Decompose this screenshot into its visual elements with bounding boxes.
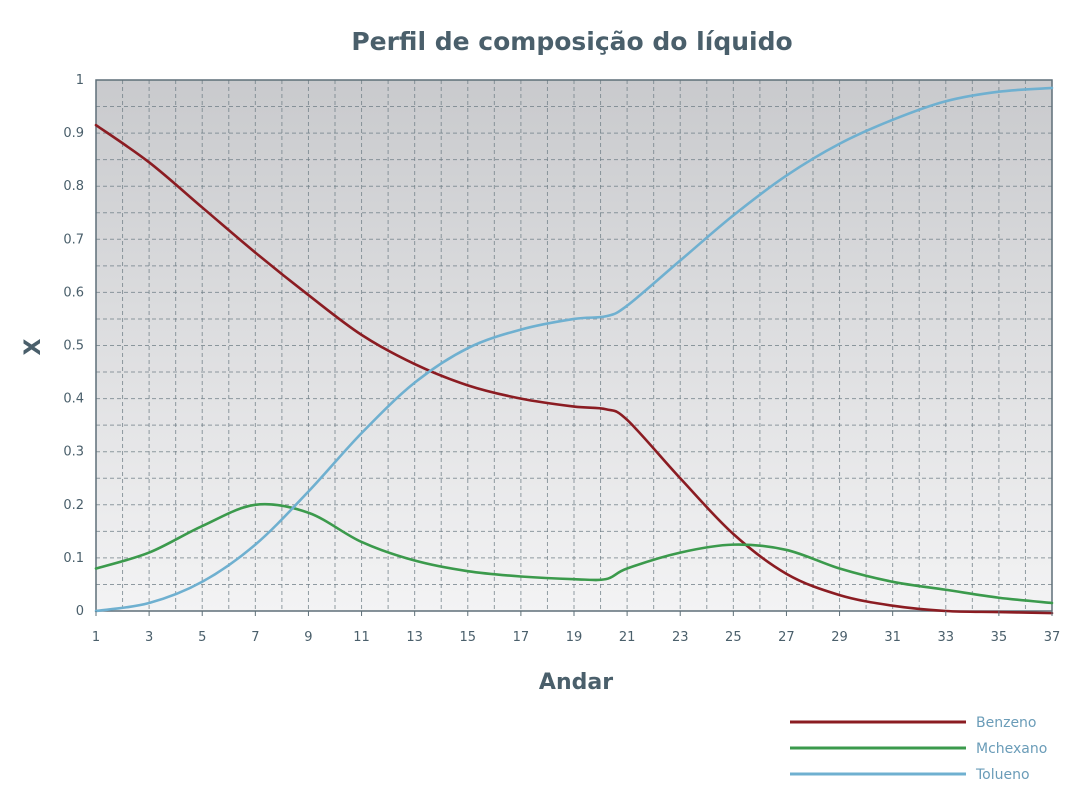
x-tick-label: 3 bbox=[145, 630, 153, 645]
y-tick-label: 0.9 bbox=[63, 126, 84, 141]
y-tick-label: 0.7 bbox=[63, 232, 84, 247]
x-tick-label: 1 bbox=[92, 630, 100, 645]
y-tick-label: 0.8 bbox=[63, 179, 84, 194]
grid-lines bbox=[96, 80, 1052, 611]
x-tick-label: 13 bbox=[406, 630, 423, 645]
legend-label-mchexano: Mchexano bbox=[976, 741, 1047, 757]
x-tick-label: 15 bbox=[460, 630, 477, 645]
x-axis-ticks: 1 3 5 7 9 11 13 15 17 19 21 23 25 27 29 31 33 35 37 bbox=[92, 611, 1060, 645]
x-tick-label: 23 bbox=[672, 630, 689, 645]
x-tick-label: 31 bbox=[884, 630, 901, 645]
x-tick-label: 25 bbox=[725, 630, 742, 645]
y-tick-label: 0.2 bbox=[63, 498, 84, 513]
x-tick-label: 19 bbox=[566, 630, 583, 645]
x-tick-label: 27 bbox=[778, 630, 795, 645]
y-tick-label: 0.6 bbox=[63, 285, 84, 300]
chart-title: Perfil de composição do líquido bbox=[351, 27, 792, 56]
x-tick-label: 5 bbox=[198, 630, 206, 645]
legend-label-benzeno: Benzeno bbox=[976, 715, 1037, 731]
y-tick-label: 0.3 bbox=[63, 445, 84, 460]
x-tick-label: 17 bbox=[513, 630, 530, 645]
series-layer bbox=[94, 86, 1054, 615]
x-axis-title: Andar bbox=[539, 670, 613, 695]
x-tick-label: 37 bbox=[1044, 630, 1061, 645]
legend-label-tolueno: Tolueno bbox=[975, 767, 1030, 783]
y-tick-label: 0.1 bbox=[63, 551, 84, 566]
y-tick-label: 0 bbox=[76, 604, 84, 619]
x-tick-label: 29 bbox=[831, 630, 848, 645]
x-tick-label: 7 bbox=[251, 630, 259, 645]
y-tick-label: 0.4 bbox=[63, 392, 84, 407]
x-tick-label: 11 bbox=[353, 630, 370, 645]
series-line-mchexano bbox=[94, 502, 1054, 605]
y-axis-ticks: 0 0.1 0.2 0.3 0.4 0.5 0.6 0.7 0.8 0.9 1 bbox=[63, 73, 84, 619]
series-line-benzeno bbox=[94, 123, 1054, 615]
x-tick-label: 33 bbox=[938, 630, 955, 645]
y-axis-title: X bbox=[21, 338, 46, 355]
x-tick-label: 35 bbox=[991, 630, 1008, 645]
y-tick-label: 0.5 bbox=[63, 339, 84, 354]
y-tick-label: 1 bbox=[76, 73, 84, 88]
legend: Benzeno Mchexano Tolueno bbox=[790, 715, 1047, 783]
series-line-tolueno bbox=[94, 86, 1054, 613]
x-tick-label: 21 bbox=[619, 630, 636, 645]
x-tick-label: 9 bbox=[304, 630, 312, 645]
